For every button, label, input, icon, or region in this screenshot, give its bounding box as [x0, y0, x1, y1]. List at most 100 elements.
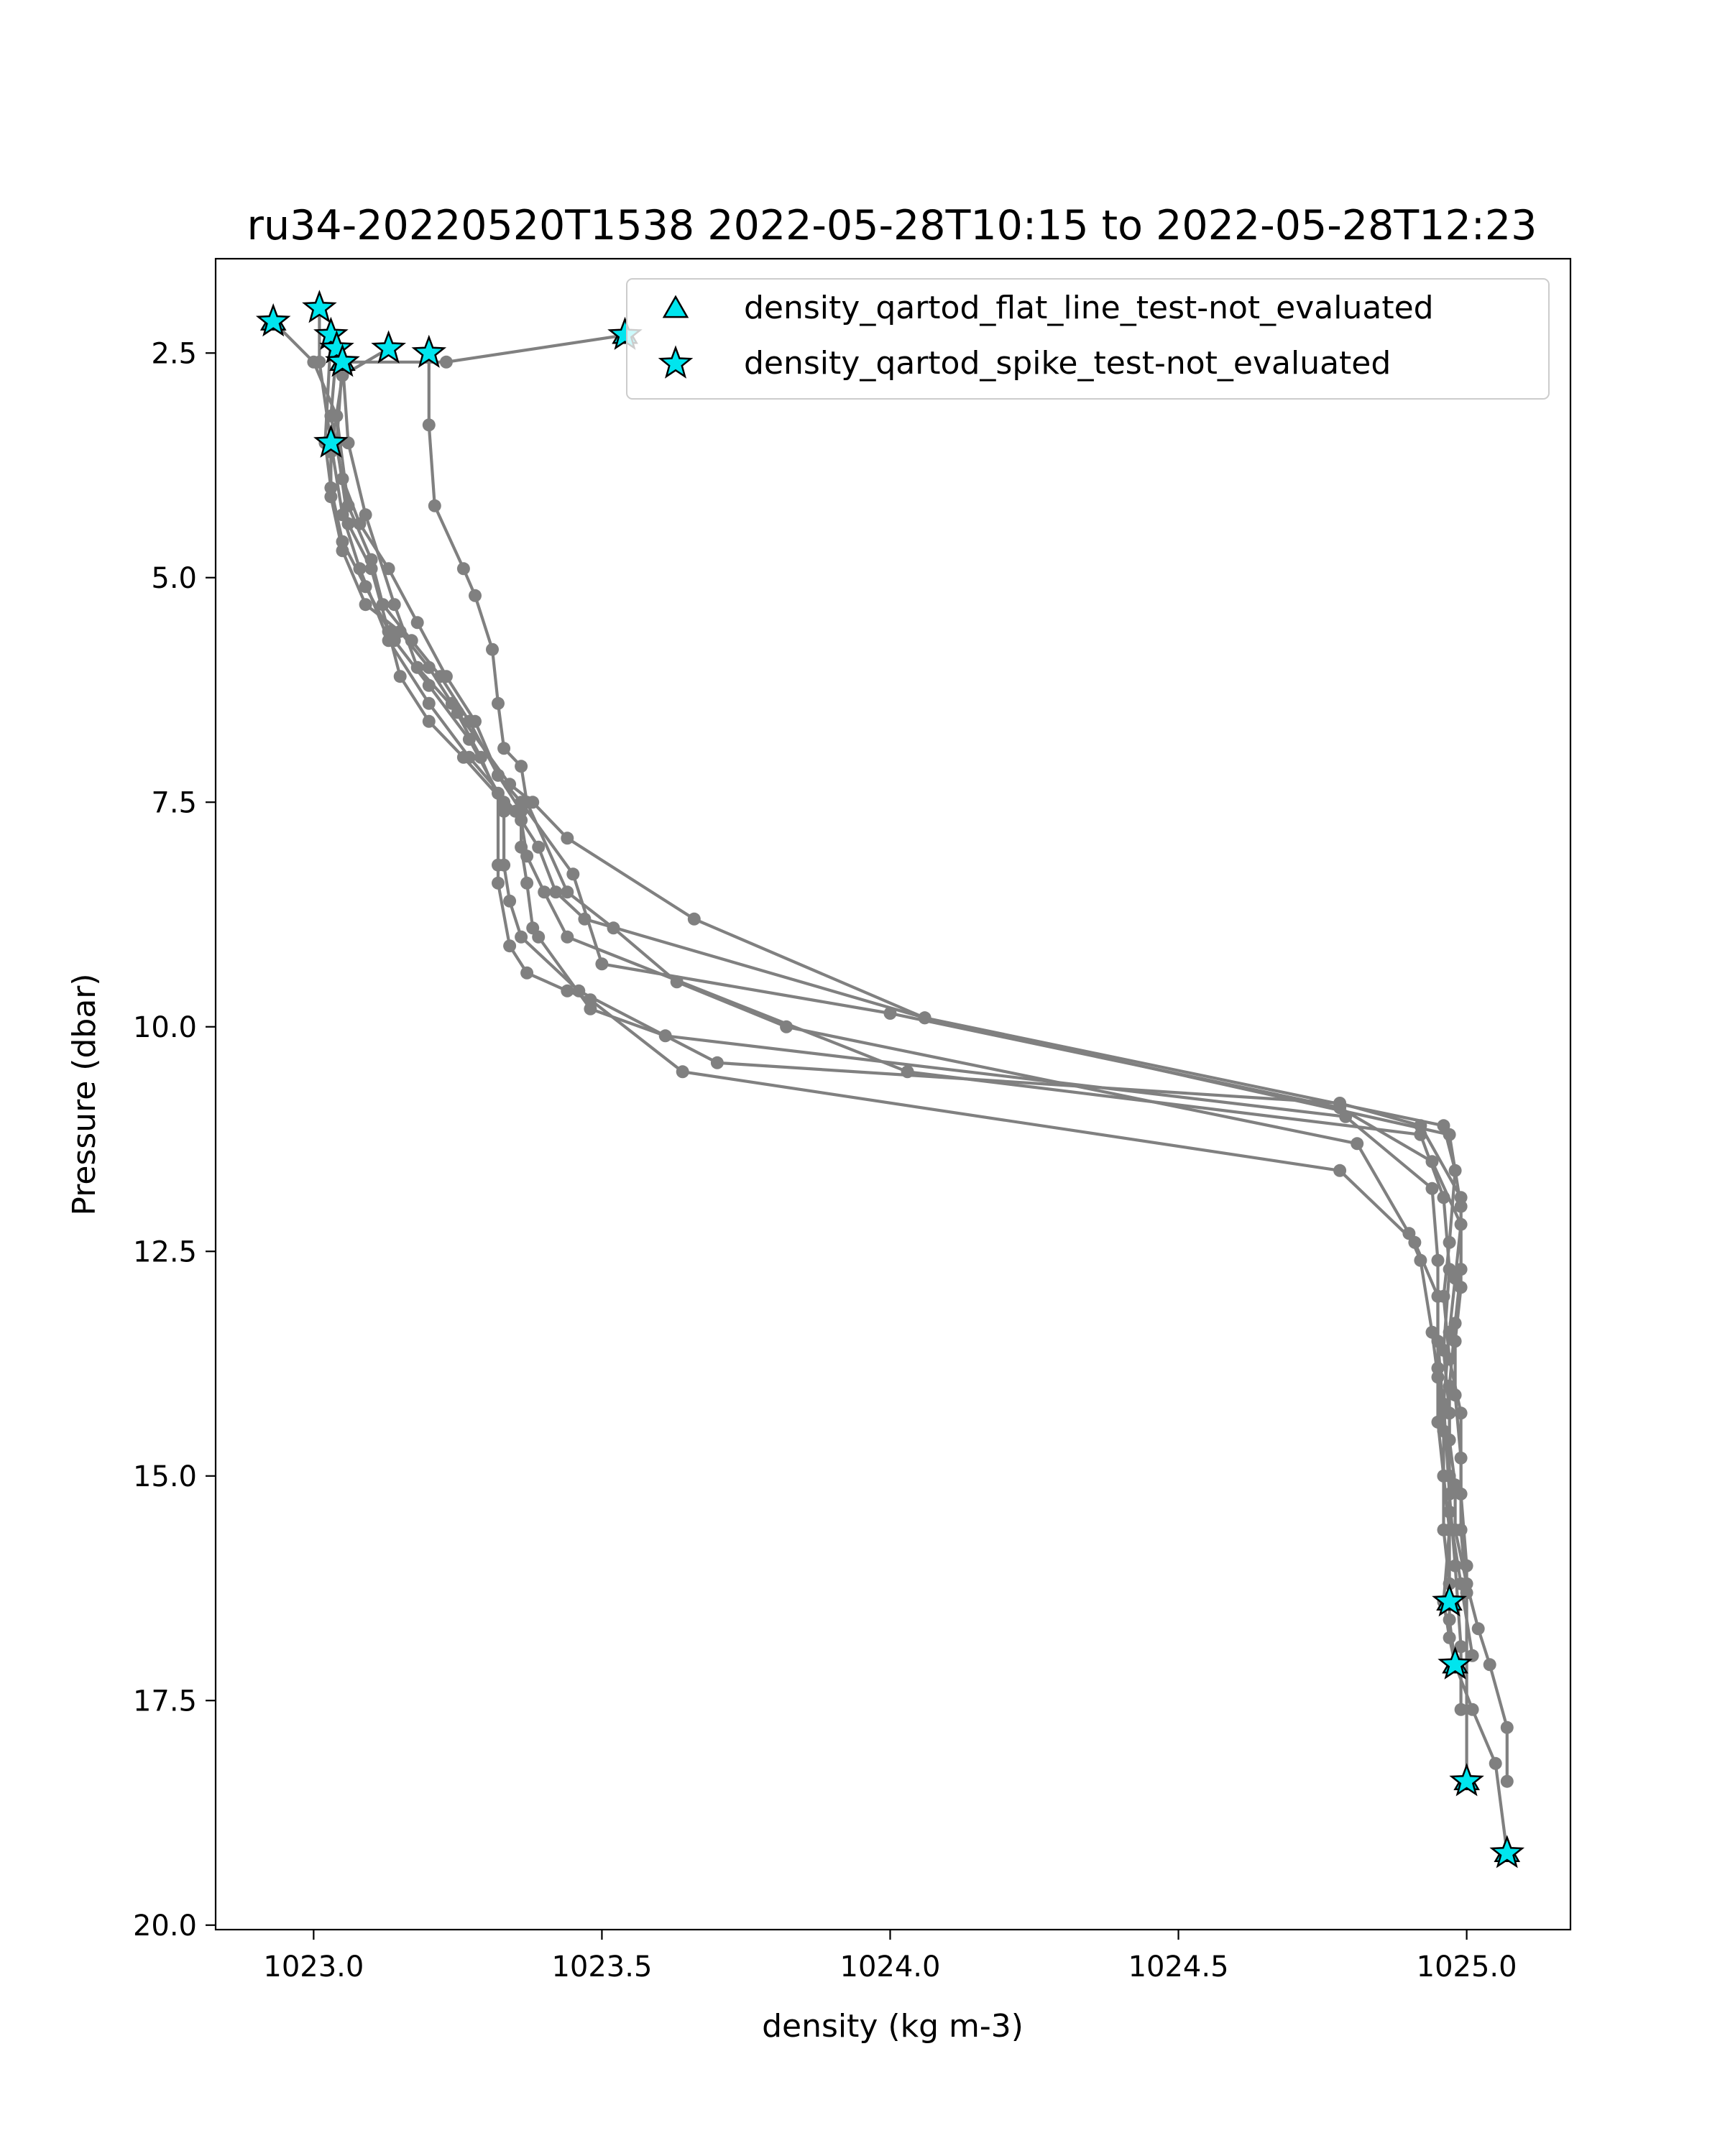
profile-point [359, 580, 372, 594]
profile-point [1454, 1406, 1468, 1420]
profile-point [1333, 1164, 1347, 1177]
profile-point [883, 1007, 897, 1020]
profile-point [1454, 1703, 1468, 1716]
qartod-markers [255, 290, 1525, 1869]
profile-point [456, 750, 470, 764]
profile-point [364, 562, 378, 576]
x-tick-label: 1024.0 [840, 1950, 941, 1984]
profile-point [1414, 1128, 1427, 1141]
profile-point [353, 562, 367, 576]
profile-point [469, 589, 482, 602]
profile-point [439, 355, 453, 369]
profile-point [422, 714, 436, 728]
profile-point [462, 714, 476, 728]
profile-point [561, 930, 574, 944]
profile-point [1437, 1469, 1450, 1483]
profile-point [1414, 1119, 1427, 1133]
profile-point [1500, 1774, 1514, 1788]
profile-point [710, 1056, 724, 1069]
spike-test-marker [313, 316, 349, 350]
profile-point [410, 660, 424, 674]
profile-point [1431, 1289, 1445, 1303]
profile-point [422, 696, 436, 710]
profile-point [1454, 1451, 1468, 1465]
profile-point [561, 885, 574, 899]
profile-point [324, 490, 338, 504]
profile-point [1437, 1119, 1450, 1133]
profile-point [382, 562, 395, 576]
profile-point [515, 804, 528, 818]
profile-point [520, 966, 534, 980]
profile-point [901, 1065, 914, 1079]
profile-point [1431, 1415, 1445, 1429]
profile-point [1437, 1343, 1450, 1357]
profile-point [1448, 1164, 1462, 1177]
profile-point [1443, 1631, 1456, 1644]
profile-point [492, 876, 505, 890]
profile-point [405, 634, 418, 648]
profile-point [382, 625, 395, 638]
x-tick-label: 1023.5 [551, 1950, 652, 1984]
profile-point [549, 885, 563, 899]
profile-point [607, 921, 620, 935]
profile-point [515, 930, 528, 944]
profile-point [1431, 1361, 1445, 1375]
profile-point [520, 849, 534, 863]
y-tick-label: 17.5 [133, 1685, 197, 1718]
profile-point [1500, 1720, 1514, 1734]
profile-point [387, 598, 401, 612]
profile-point [1454, 1523, 1468, 1537]
profile-point [1443, 1263, 1456, 1276]
plot-frame [214, 257, 1572, 1931]
profile-point [359, 598, 372, 612]
profile-point [676, 1065, 689, 1079]
profile-point [578, 912, 592, 926]
spike-test-marker [255, 303, 291, 337]
profile-point [1425, 1155, 1439, 1169]
profile-point [526, 796, 540, 809]
legend-star-marker [658, 345, 694, 379]
profile-point [532, 840, 546, 854]
legend-triangle-marker [662, 295, 689, 318]
profile-point [1443, 1235, 1456, 1249]
y-tick-label: 15.0 [133, 1460, 197, 1493]
spike-test-marker [302, 290, 337, 323]
profile-point [307, 355, 321, 369]
x-tick-label: 1023.0 [263, 1950, 364, 1984]
profile-point [492, 858, 505, 872]
profile-point [561, 984, 574, 998]
profile-point [336, 535, 349, 548]
profile-point [1443, 1487, 1456, 1501]
profile-point [532, 930, 546, 944]
profile-point [1408, 1235, 1422, 1249]
profile-point [1431, 1253, 1445, 1267]
profile-point [1443, 1325, 1456, 1339]
profile-point [353, 517, 367, 530]
profile-point [1483, 1658, 1496, 1672]
profile-point [376, 598, 390, 612]
profile-point [503, 894, 517, 908]
profile-point [1414, 1253, 1427, 1267]
legend-star-icon [658, 345, 694, 379]
profile-point [1454, 1487, 1468, 1501]
profile-point [492, 768, 505, 782]
profile-point [456, 562, 470, 576]
profile-point [422, 660, 436, 674]
legend-label-flat-line: density_qartod_flat_line_test-not_evalua… [744, 290, 1434, 326]
profile-point [687, 912, 701, 926]
profile-point [1489, 1756, 1502, 1770]
profile-point [428, 499, 441, 512]
y-tick-label: 12.5 [133, 1235, 197, 1268]
profile-point [336, 544, 349, 558]
profile-point [1454, 1577, 1468, 1590]
legend: density_qartod_flat_line_test-not_evalua… [626, 278, 1550, 400]
y-tick-label: 7.5 [151, 786, 197, 819]
profile-point [486, 642, 499, 656]
x-axis: 1023.0 1023.5 1024.0 1024.5 1025.0 [263, 1930, 1517, 1984]
profile-point [1471, 1622, 1485, 1636]
profile-point [1454, 1640, 1468, 1654]
profile-point [572, 984, 586, 998]
y-tick-label: 5.0 [151, 562, 197, 595]
x-tick-label: 1025.0 [1417, 1950, 1517, 1984]
spike-test-marker [1449, 1763, 1484, 1797]
